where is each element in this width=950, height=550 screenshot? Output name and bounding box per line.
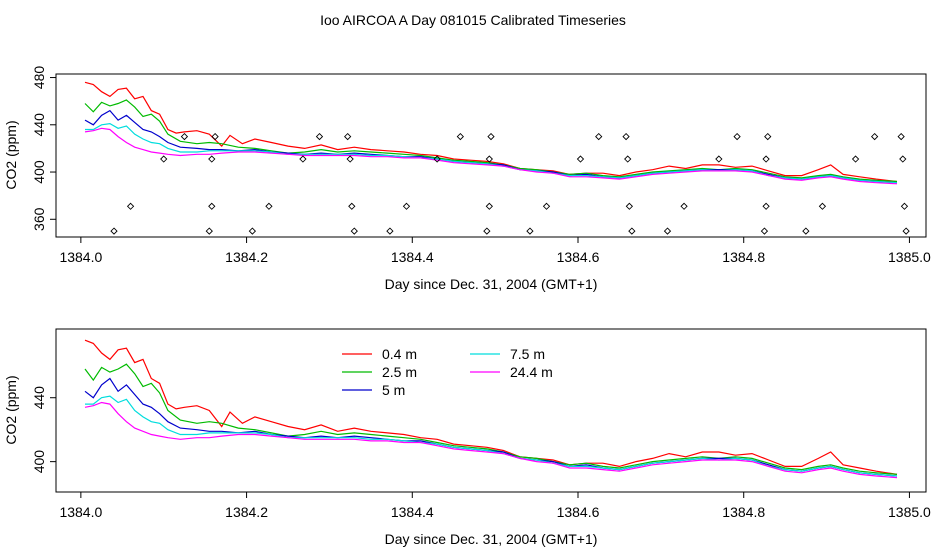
- diamond-marker: [485, 155, 493, 163]
- diamond-marker: [762, 202, 770, 210]
- diamond-marker: [485, 202, 493, 210]
- bottom-x-tick-label: 1384.2: [225, 504, 268, 520]
- diamond-marker: [211, 132, 219, 141]
- bottom-y-label: CO2 (ppm): [3, 375, 19, 444]
- top-y-tick-label: 400: [31, 160, 47, 184]
- diamond-marker: [897, 132, 905, 141]
- diamond-marker: [299, 155, 307, 163]
- bottom-y-tick-label: 440: [31, 386, 47, 410]
- diamond-marker: [487, 132, 495, 141]
- diamond-marker: [715, 155, 723, 163]
- top-diamond-markers: [110, 132, 910, 235]
- top-series-line-h04: [84, 81, 898, 183]
- diamond-marker: [433, 155, 441, 163]
- diamond-marker: [344, 132, 352, 141]
- diamond-marker: [315, 132, 324, 141]
- diamond-marker: [802, 227, 810, 235]
- diamond-marker: [386, 227, 394, 235]
- diamond-marker: [900, 202, 909, 210]
- bottom-series-line-h25: [84, 363, 898, 475]
- diamond-marker: [160, 155, 168, 163]
- legend-label-h25: 2.5 m: [382, 364, 417, 380]
- diamond-marker: [526, 227, 534, 235]
- diamond-marker: [348, 202, 356, 210]
- top-y-tick-label: 360: [31, 207, 47, 231]
- top-y-axis: 360 400 440 480: [31, 66, 56, 231]
- top-x-label: Day since Dec. 31, 2004 (GMT+1): [385, 276, 598, 292]
- top-x-axis: 1384.0 1384.2 1384.4 1384.6 1384.8 1385.0: [59, 237, 931, 265]
- diamond-marker: [595, 132, 603, 141]
- bottom-x-tick-label: 1384.4: [391, 504, 434, 520]
- diamond-marker: [402, 202, 411, 210]
- diamond-marker: [899, 155, 907, 163]
- bottom-x-tick-label: 1384.0: [59, 504, 102, 520]
- diamond-marker: [625, 202, 634, 210]
- top-x-tick-label: 1384.6: [557, 249, 600, 265]
- diamond-marker: [622, 132, 630, 141]
- diamond-marker: [764, 132, 772, 141]
- figure-title: Ioo AIRCOA A Day 081015 Calibrated Times…: [320, 12, 626, 28]
- diamond-marker: [680, 202, 688, 210]
- diamond-marker: [248, 227, 257, 235]
- bottom-x-label: Day since Dec. 31, 2004 (GMT+1): [385, 531, 598, 547]
- diamond-marker: [762, 155, 770, 163]
- diamond-marker: [818, 202, 827, 210]
- top-x-tick-label: 1384.0: [59, 249, 102, 265]
- diamond-marker: [456, 132, 464, 141]
- bottom-x-axis: 1384.0 1384.2 1384.4 1384.6 1384.8 1385.0: [59, 492, 931, 520]
- diamond-marker: [208, 155, 216, 163]
- top-x-tick-label: 1385.0: [888, 249, 931, 265]
- diamond-marker: [110, 227, 118, 235]
- diamond-marker: [663, 227, 672, 235]
- top-series-line-h75: [85, 122, 898, 184]
- top-y-tick-label: 480: [31, 66, 47, 90]
- bottom-series-line-h75: [85, 395, 898, 477]
- diamond-marker: [760, 227, 769, 235]
- diamond-marker: [208, 202, 216, 210]
- diamond-marker: [205, 227, 213, 235]
- legend-label-h244: 24.4 m: [510, 364, 553, 380]
- top-x-tick-label: 1384.2: [225, 249, 268, 265]
- bottom-x-tick-label: 1384.8: [722, 504, 765, 520]
- diamond-marker: [350, 227, 358, 235]
- legend-label-h5: 5 m: [382, 382, 405, 398]
- top-series-line-h25: [84, 99, 898, 183]
- diamond-marker: [628, 227, 636, 235]
- top-series-line-h244: [84, 127, 898, 185]
- diamond-marker: [180, 132, 189, 141]
- bottom-series-line-h04: [84, 339, 898, 475]
- top-series-lines: [84, 81, 898, 185]
- bottom-series-line-h5: [84, 377, 898, 477]
- top-x-tick-label: 1384.8: [722, 249, 765, 265]
- top-y-label: CO2 (ppm): [3, 120, 19, 189]
- diamond-marker: [542, 202, 551, 210]
- top-x-tick-label: 1384.4: [391, 249, 434, 265]
- legend-label-h04: 0.4 m: [382, 346, 417, 362]
- diamond-marker: [624, 155, 632, 163]
- diamond-marker: [265, 202, 273, 210]
- bottom-series-line-h244: [84, 401, 898, 479]
- legend-label-h75: 7.5 m: [510, 346, 545, 362]
- bottom-x-tick-label: 1384.6: [557, 504, 600, 520]
- bottom-series-lines: [84, 339, 898, 479]
- diamond-marker: [870, 132, 879, 141]
- diamond-marker: [346, 155, 354, 163]
- diamond-marker: [576, 155, 585, 163]
- diamond-marker: [483, 227, 491, 235]
- top-plot-frame: [55, 73, 927, 238]
- diamond-marker: [126, 202, 135, 210]
- diamond-marker: [902, 227, 910, 235]
- bottom-y-tick-label: 400: [31, 450, 47, 474]
- top-series-line-h5: [84, 109, 898, 184]
- bottom-x-tick-label: 1385.0: [888, 504, 931, 520]
- top-y-tick-label: 440: [31, 113, 47, 137]
- diamond-marker: [733, 132, 741, 141]
- legend: 0.4 m 2.5 m 5 m 7.5 m 24.4 m: [342, 346, 553, 398]
- bottom-plot-frame: [55, 328, 927, 493]
- bottom-y-axis: 400 440: [31, 386, 56, 473]
- diamond-marker: [851, 155, 860, 163]
